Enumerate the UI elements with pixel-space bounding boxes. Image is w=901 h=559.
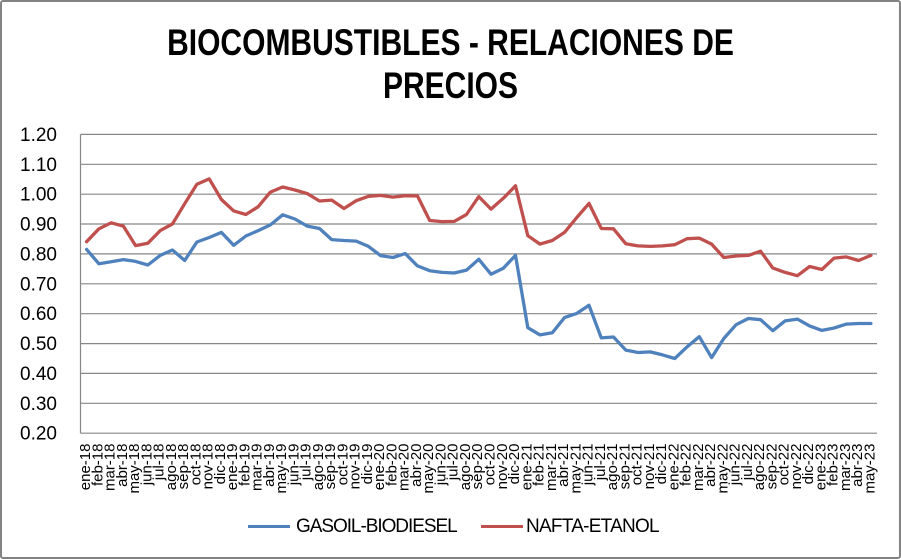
svg-text:0.70: 0.70	[20, 274, 57, 295]
svg-text:ene-19: ene-19	[224, 444, 241, 491]
svg-text:ago-18: ago-18	[163, 444, 180, 491]
svg-text:sep-21: sep-21	[616, 444, 633, 490]
svg-text:ago-21: ago-21	[604, 444, 621, 491]
svg-text:dic-18: dic-18	[212, 444, 229, 485]
svg-text:nov-18: nov-18	[200, 444, 217, 490]
svg-text:jul-19: jul-19	[298, 444, 315, 482]
svg-text:ene-21: ene-21	[518, 444, 535, 491]
svg-text:1.00: 1.00	[20, 185, 57, 206]
svg-text:0.60: 0.60	[20, 304, 57, 325]
svg-text:mar-20: mar-20	[396, 444, 413, 492]
svg-text:sep-22: sep-22	[763, 444, 780, 490]
svg-text:nov-19: nov-19	[347, 444, 364, 490]
svg-text:may-19: may-19	[273, 444, 290, 494]
svg-text:abr-20: abr-20	[408, 444, 425, 487]
svg-text:ene-18: ene-18	[77, 444, 94, 491]
svg-text:dic-22: dic-22	[800, 444, 817, 485]
svg-text:mar-21: mar-21	[543, 444, 560, 492]
svg-text:jun-19: jun-19	[285, 444, 302, 487]
svg-text:nov-22: nov-22	[788, 444, 805, 490]
svg-text:ago-22: ago-22	[751, 444, 768, 491]
svg-text:oct-21: oct-21	[629, 444, 646, 486]
svg-text:0.80: 0.80	[20, 244, 57, 265]
svg-text:0.40: 0.40	[20, 364, 57, 385]
svg-text:dic-20: dic-20	[506, 444, 523, 485]
svg-text:may-18: may-18	[126, 444, 143, 494]
svg-text:oct-20: oct-20	[482, 444, 499, 486]
svg-text:feb-20: feb-20	[384, 444, 401, 487]
svg-text:ene-23: ene-23	[812, 444, 829, 491]
svg-text:0.50: 0.50	[20, 334, 57, 355]
svg-text:nov-20: nov-20	[494, 444, 511, 490]
svg-text:mar-23: mar-23	[837, 444, 854, 492]
svg-text:nov-21: nov-21	[641, 444, 658, 490]
svg-text:abr-21: abr-21	[555, 444, 572, 487]
svg-text:1.10: 1.10	[20, 155, 57, 176]
svg-text:oct-19: oct-19	[335, 444, 352, 486]
svg-text:jul-22: jul-22	[739, 444, 756, 482]
svg-text:jul-21: jul-21	[592, 444, 609, 482]
svg-text:may-21: may-21	[567, 444, 584, 494]
svg-text:sep-19: sep-19	[322, 444, 339, 490]
svg-text:abr-18: abr-18	[114, 444, 131, 487]
svg-text:abr-19: abr-19	[261, 444, 278, 487]
svg-text:feb-21: feb-21	[531, 444, 548, 487]
svg-text:jun-21: jun-21	[580, 444, 597, 487]
svg-text:jul-18: jul-18	[151, 444, 168, 482]
svg-text:ago-19: ago-19	[310, 444, 327, 491]
svg-text:0.90: 0.90	[20, 215, 57, 236]
svg-text:jul-20: jul-20	[445, 444, 462, 482]
svg-text:mar-19: mar-19	[249, 444, 266, 492]
svg-text:abr-23: abr-23	[849, 444, 866, 487]
svg-text:mar-18: mar-18	[102, 444, 119, 492]
svg-text:may-23: may-23	[861, 444, 878, 494]
svg-text:feb-19: feb-19	[236, 444, 253, 487]
svg-text:mar-22: mar-22	[690, 444, 707, 492]
svg-text:jun-22: jun-22	[727, 444, 744, 487]
svg-text:0.20: 0.20	[20, 424, 57, 445]
svg-text:0.30: 0.30	[20, 394, 57, 415]
svg-text:may-20: may-20	[420, 444, 437, 494]
svg-text:dic-21: dic-21	[653, 444, 670, 485]
svg-text:may-22: may-22	[714, 444, 731, 494]
svg-text:feb-23: feb-23	[825, 444, 842, 487]
svg-text:feb-22: feb-22	[678, 444, 695, 487]
svg-text:1.20: 1.20	[20, 125, 57, 146]
svg-text:oct-18: oct-18	[187, 444, 204, 486]
svg-text:jun-20: jun-20	[433, 444, 450, 487]
svg-text:ene-22: ene-22	[665, 444, 682, 491]
svg-text:ene-20: ene-20	[371, 444, 388, 491]
svg-text:sep-20: sep-20	[469, 444, 486, 490]
svg-text:oct-22: oct-22	[776, 444, 793, 486]
svg-text:jun-18: jun-18	[138, 444, 155, 487]
svg-text:dic-19: dic-19	[359, 444, 376, 485]
svg-text:ago-20: ago-20	[457, 444, 474, 491]
svg-text:abr-22: abr-22	[702, 444, 719, 487]
svg-text:sep-18: sep-18	[175, 444, 192, 490]
svg-text:feb-18: feb-18	[89, 444, 106, 487]
